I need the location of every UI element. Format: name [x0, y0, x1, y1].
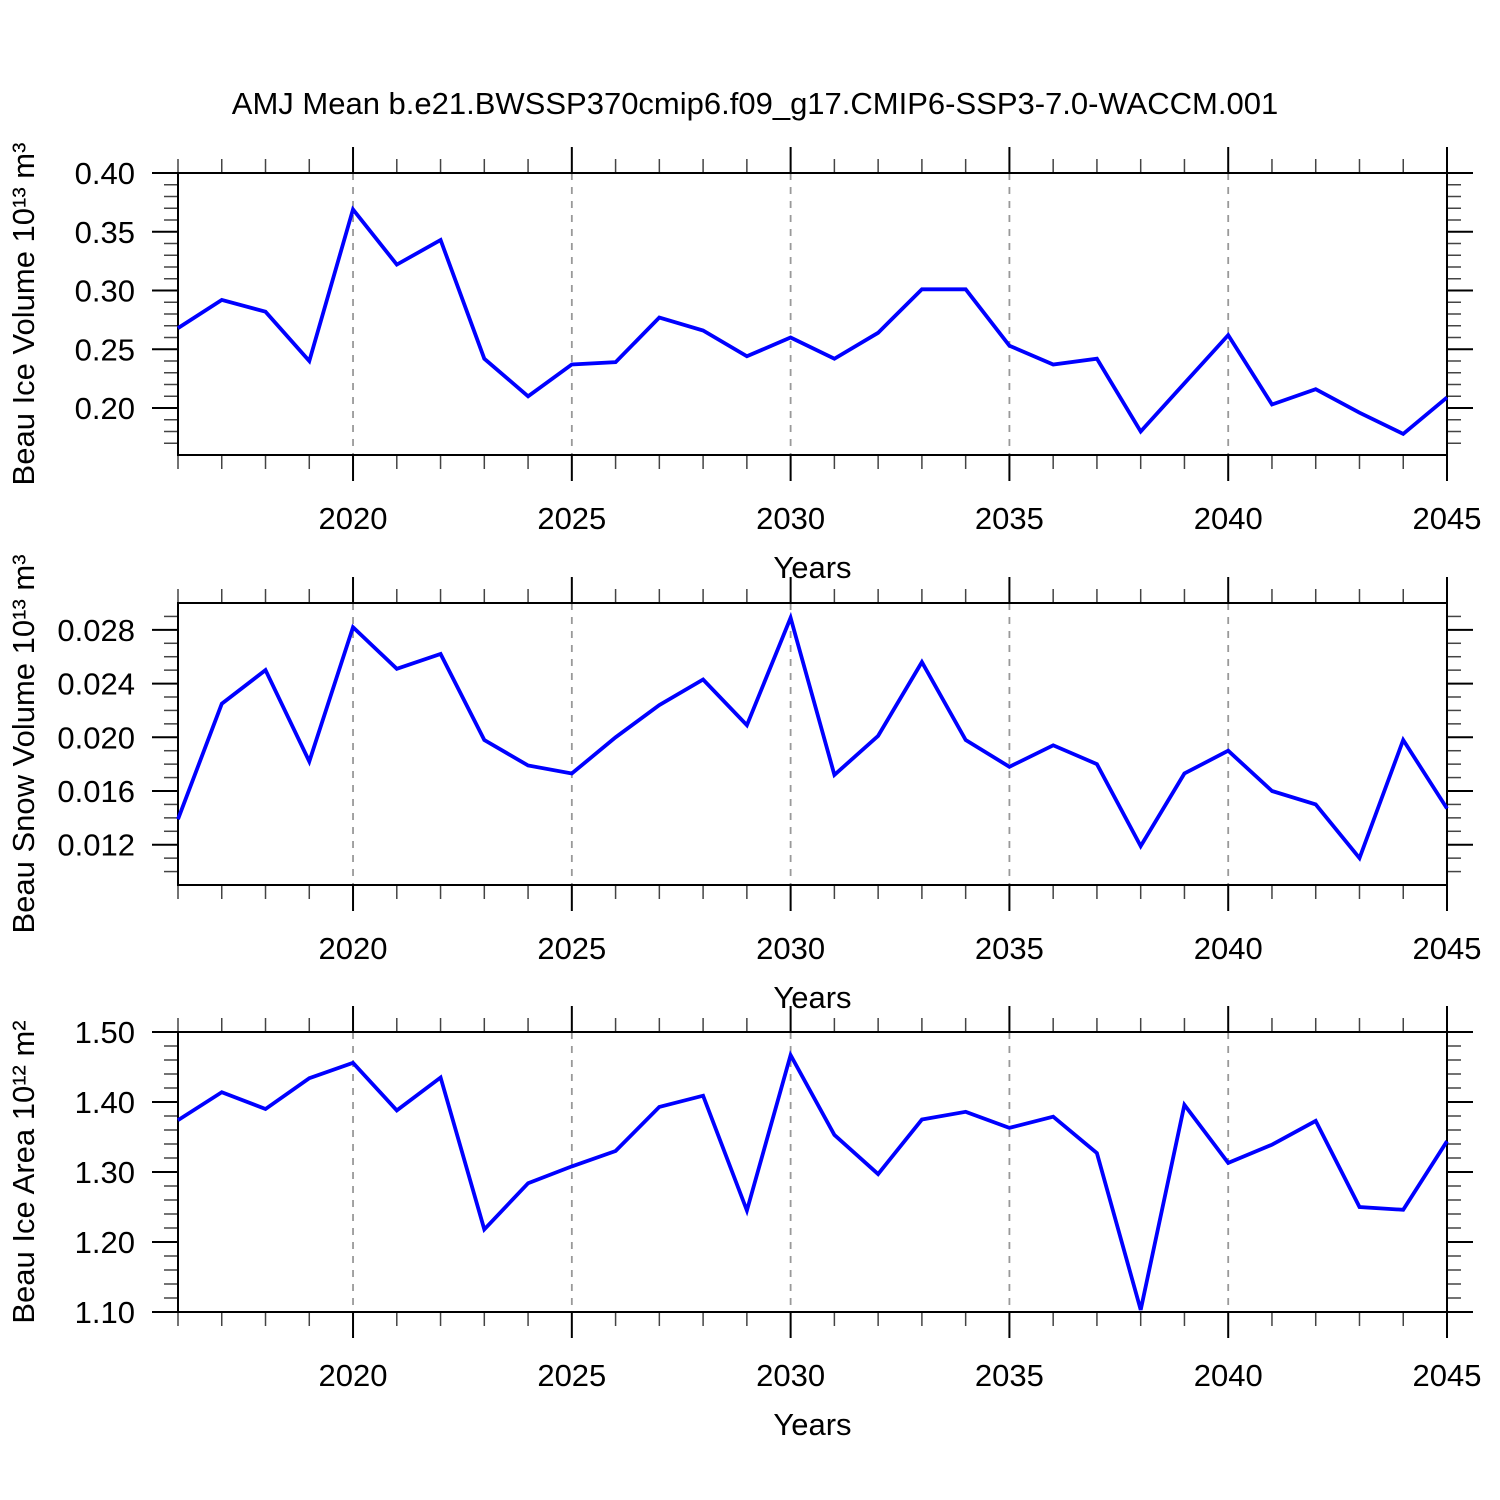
x-tick-label: 2020	[319, 931, 388, 966]
x-tick-label: 2020	[319, 1358, 388, 1393]
x-tick-label: 2030	[756, 1358, 825, 1393]
y-tick-label: 0.028	[57, 613, 135, 648]
y-tick-label: 0.016	[57, 774, 135, 809]
x-tick-label: 2035	[975, 501, 1044, 536]
x-tick-label: 2045	[1413, 501, 1482, 536]
panel-2: 0.028 0.024 0.020 0.016 0.012 2020 2025 2030 203…	[6, 554, 1481, 1015]
y-tick-label: 0.35	[75, 215, 135, 250]
y-tick-label: 1.10	[75, 1295, 135, 1330]
y-axis-title: Beau Snow Volume 10¹³ m³	[6, 554, 41, 933]
y-tick-label: 1.30	[75, 1155, 135, 1190]
x-tick-label: 2020	[319, 501, 388, 536]
y-tick-label: 0.30	[75, 274, 135, 309]
plot-frame	[177, 1031, 1448, 1313]
y-tick-label: 0.024	[57, 667, 135, 702]
y-axis-title: Beau Ice Area 10¹² m²	[6, 1020, 41, 1323]
y-tick-label: 0.020	[57, 720, 135, 755]
series-line	[176, 1050, 1449, 1311]
x-tick-label: 2045	[1413, 1358, 1482, 1393]
series-line	[176, 205, 1449, 437]
y-tick-label: 0.40	[75, 156, 135, 191]
x-axis-title: Years	[773, 980, 851, 1015]
x-tick-label: 2045	[1413, 931, 1482, 966]
x-tick-label: 2025	[537, 501, 606, 536]
y-tick-label: 0.012	[57, 828, 135, 863]
panel-3: 1.50 1.40 1.30 1.20 1.10 2020 2025 2030 2035 2040…	[6, 1006, 1481, 1442]
x-tick-label: 2035	[975, 1358, 1044, 1393]
y-tick-label: 1.20	[75, 1225, 135, 1260]
x-axis-title: Years	[773, 550, 851, 585]
x-tick-label: 2040	[1194, 1358, 1263, 1393]
x-tick-label: 2025	[537, 1358, 606, 1393]
x-tick-label: 2030	[756, 501, 825, 536]
series-line	[176, 611, 1449, 862]
x-tick-label: 2040	[1194, 931, 1263, 966]
x-tick-label: 2035	[975, 931, 1044, 966]
x-tick-label: 2025	[537, 931, 606, 966]
x-tick-label: 2030	[756, 931, 825, 966]
x-tick-label: 2040	[1194, 501, 1263, 536]
y-axis-title: Beau Ice Volume 10¹³ m³	[6, 143, 41, 486]
plot-frame	[177, 602, 1448, 886]
plot-frame	[177, 172, 1448, 456]
y-tick-label: 0.25	[75, 332, 135, 367]
figure-title: AMJ Mean b.e21.BWSSP370cmip6.f09_g17.CMI…	[231, 86, 1279, 121]
y-tick-label: 1.40	[75, 1085, 135, 1120]
y-tick-label: 0.20	[75, 391, 135, 426]
panel-1: 0.40 0.35 0.30 0.25 0.20 2020 2025 2030 2035 2040…	[6, 143, 1481, 585]
x-axis-title: Years	[773, 1407, 851, 1442]
y-tick-label: 1.50	[75, 1015, 135, 1050]
